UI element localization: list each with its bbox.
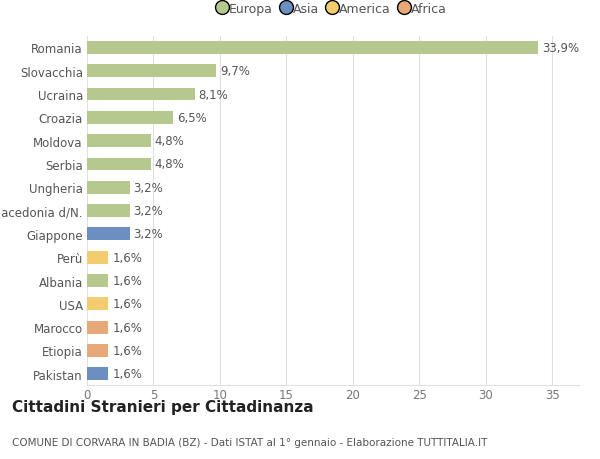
Bar bbox=[87, 42, 538, 55]
Text: 6,5%: 6,5% bbox=[178, 112, 207, 124]
Text: 1,6%: 1,6% bbox=[112, 344, 142, 357]
Text: 1,6%: 1,6% bbox=[112, 298, 142, 311]
Text: 1,6%: 1,6% bbox=[112, 274, 142, 287]
Text: 1,6%: 1,6% bbox=[112, 368, 142, 381]
Text: 33,9%: 33,9% bbox=[542, 42, 579, 55]
Bar bbox=[87, 112, 173, 124]
Bar bbox=[87, 65, 216, 78]
Text: Cittadini Stranieri per Cittadinanza: Cittadini Stranieri per Cittadinanza bbox=[12, 399, 314, 414]
Text: 9,7%: 9,7% bbox=[220, 65, 250, 78]
Bar bbox=[87, 228, 130, 241]
Bar bbox=[87, 321, 108, 334]
Bar bbox=[87, 135, 151, 148]
Bar bbox=[87, 181, 130, 194]
Text: COMUNE DI CORVARA IN BADIA (BZ) - Dati ISTAT al 1° gennaio - Elaborazione TUTTIT: COMUNE DI CORVARA IN BADIA (BZ) - Dati I… bbox=[12, 437, 487, 447]
Bar bbox=[87, 89, 195, 101]
Bar bbox=[87, 298, 108, 311]
Text: 3,2%: 3,2% bbox=[134, 205, 163, 218]
Legend: Europa, Asia, America, Africa: Europa, Asia, America, Africa bbox=[219, 3, 447, 16]
Text: 4,8%: 4,8% bbox=[155, 158, 185, 171]
Text: 4,8%: 4,8% bbox=[155, 135, 185, 148]
Text: 3,2%: 3,2% bbox=[134, 228, 163, 241]
Bar bbox=[87, 158, 151, 171]
Bar bbox=[87, 251, 108, 264]
Text: 8,1%: 8,1% bbox=[199, 89, 229, 101]
Bar bbox=[87, 344, 108, 357]
Text: 1,6%: 1,6% bbox=[112, 321, 142, 334]
Bar bbox=[87, 205, 130, 218]
Bar bbox=[87, 368, 108, 381]
Bar bbox=[87, 274, 108, 287]
Text: 3,2%: 3,2% bbox=[134, 181, 163, 194]
Text: 1,6%: 1,6% bbox=[112, 251, 142, 264]
